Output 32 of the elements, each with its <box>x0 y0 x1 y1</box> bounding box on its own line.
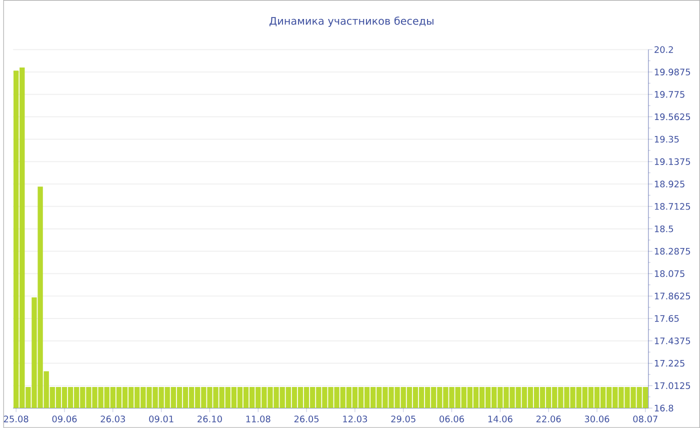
y-tick-label: 20.2 <box>654 46 673 54</box>
x-tick-label: 11.08 <box>246 416 270 422</box>
y-tick-label: 17.225 <box>654 360 684 367</box>
x-tick-label: 08.07 <box>633 416 658 422</box>
y-tick-label: 16.8 <box>654 404 674 412</box>
x-tick-label: 09.06 <box>52 416 77 422</box>
y-tick-label: 17.4375 <box>654 338 690 344</box>
x-tick-label: 09.01 <box>149 416 174 422</box>
y-tick-label: 18.925 <box>654 180 684 188</box>
y-tick-label: 18.075 <box>654 270 684 278</box>
x-tick-label: 30.06 <box>584 416 610 422</box>
x-tick-label: 25.08 <box>4 416 28 422</box>
y-tick-label: 19.775 <box>654 91 684 98</box>
y-tick-label: 18.2875 <box>654 248 690 255</box>
y-tick-label: 18.5 <box>654 226 674 232</box>
y-tick-label: 19.5625 <box>654 114 690 120</box>
x-tick-label: 14.06 <box>488 416 512 422</box>
y-tick-label: 17.65 <box>654 315 679 322</box>
y-tick-label: 17.8625 <box>654 292 690 300</box>
x-tick-label: 06.06 <box>440 416 464 422</box>
y-tick-label: 19.35 <box>654 136 679 143</box>
x-tick-label: 12.03 <box>343 416 368 422</box>
x-tick-label: 29.05 <box>391 416 416 422</box>
x-tick-label: 26.03 <box>100 416 125 422</box>
chart-title: Динамика участников беседы <box>270 16 434 27</box>
x-tick-label: 26.10 <box>198 416 222 422</box>
y-tick-label: 18.7125 <box>654 203 690 210</box>
y-tick-label: 19.1375 <box>654 158 690 166</box>
y-tick-label: 17.0125 <box>654 382 690 390</box>
x-tick-label: 26.05 <box>294 416 319 422</box>
y-tick-label: 19.9875 <box>654 68 690 76</box>
x-tick-label: 22.06 <box>536 416 561 422</box>
